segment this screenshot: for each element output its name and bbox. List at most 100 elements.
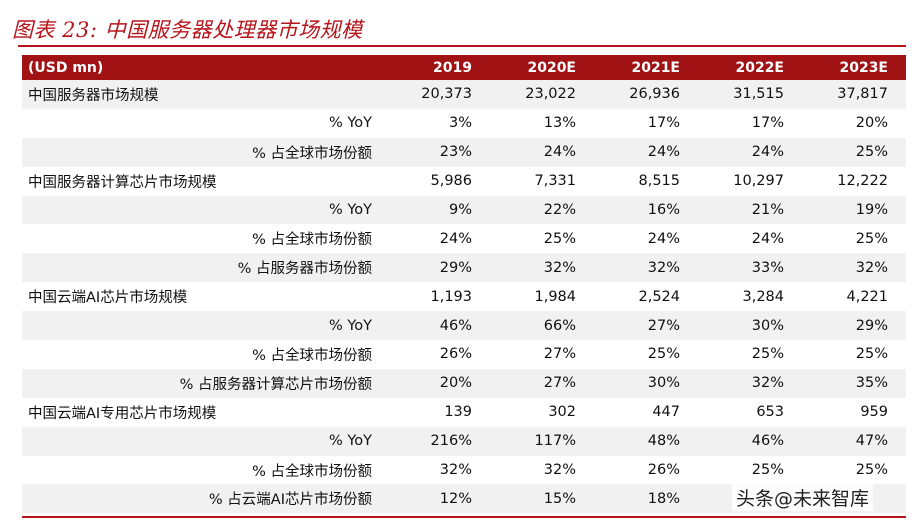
table-cell: 8,515 xyxy=(638,173,680,190)
table-cell: 216% xyxy=(386,426,490,456)
table-row-sub: % YoY 46% 66% 27% 30% 29% xyxy=(22,311,906,341)
table-cell: 24% xyxy=(439,230,472,247)
table-cell: 24% xyxy=(594,137,698,167)
table-cell: 30% xyxy=(594,368,698,398)
table-row-sub: % 占全球市场份额 26% 27% 25% 25% 25% xyxy=(22,340,906,369)
table-cell: 4,221 xyxy=(846,288,888,305)
table-cell: 27% xyxy=(594,311,698,341)
table-row-sub: % 占服务器市场份额 29% 32% 32% 33% 32% xyxy=(22,253,906,283)
table-cell: 18% xyxy=(594,484,698,514)
table-row-metric: 中国服务器市场规模 20,373 23,022 26,936 31,515 37,817 xyxy=(22,80,906,109)
table-cell: 27% xyxy=(543,346,576,363)
table-cell: 3% xyxy=(448,115,472,132)
table-cell: 26% xyxy=(647,462,680,479)
market-size-table: (USD mn) 2019 2020E 2021E 2022E 2023E 中国… xyxy=(22,55,906,514)
table-cell: 35% xyxy=(802,368,906,398)
table-cell: 48% xyxy=(594,426,698,456)
header-year: 2022E xyxy=(698,55,802,80)
table-cell: 22% xyxy=(490,195,594,225)
bottom-rule xyxy=(22,516,906,518)
table-row-sub: % YoY 216% 117% 48% 46% 47% xyxy=(22,426,906,456)
table-cell: 12% xyxy=(386,484,490,514)
table-cell: 17% xyxy=(647,115,680,132)
table-cell: 26% xyxy=(439,346,472,363)
row-label: % 占全球市场份额 xyxy=(22,137,386,167)
table-row-metric: 中国云端AI专用芯片市场规模 139 302 447 653 959 xyxy=(22,398,906,427)
table-cell: 9% xyxy=(386,195,490,225)
table-row-metric: 中国服务器计算芯片市场规模 5,986 7,331 8,515 10,297 12,222 xyxy=(22,167,906,196)
table-cell: 23% xyxy=(386,137,490,167)
table-cell: 302 xyxy=(548,404,576,421)
watermark: 头条@未来智库 xyxy=(732,484,874,511)
table-cell: 5,986 xyxy=(430,173,472,190)
header-year: 2021E xyxy=(594,55,698,80)
table-cell: 1,193 xyxy=(430,288,472,305)
table-row-sub: % 占全球市场份额 32% 32% 26% 25% 25% xyxy=(22,456,906,485)
table-cell: 32% xyxy=(439,462,472,479)
table-cell: 959 xyxy=(860,404,888,421)
header-unit: (USD mn) xyxy=(22,55,386,80)
table-cell: 117% xyxy=(490,426,594,456)
table-cell: 31,515 xyxy=(698,80,802,109)
table-cell: 25% xyxy=(855,346,888,363)
row-label: % YoY xyxy=(22,195,386,225)
row-label: 中国服务器市场规模 xyxy=(22,80,386,109)
table-cell: 66% xyxy=(490,311,594,341)
table-cell: 25% xyxy=(751,462,784,479)
table-cell: 20,373 xyxy=(386,80,490,109)
table-cell: 20% xyxy=(855,115,888,132)
table-cell: 32% xyxy=(490,253,594,283)
table-cell: 17% xyxy=(751,115,784,132)
title-rule xyxy=(18,45,906,47)
table-cell: 24% xyxy=(490,137,594,167)
table-cell: 33% xyxy=(698,253,802,283)
row-label: % 占全球市场份额 xyxy=(252,463,372,480)
table-cell: 46% xyxy=(386,311,490,341)
row-label: % 占全球市场份额 xyxy=(252,347,372,364)
table-cell: 30% xyxy=(698,311,802,341)
table-cell: 15% xyxy=(490,484,594,514)
figure-title: 图表 23: 中国服务器处理器市场规模 xyxy=(12,18,363,42)
table-cell: 37,817 xyxy=(802,80,906,109)
table-cell: 24% xyxy=(698,137,802,167)
table-cell: 13% xyxy=(543,115,576,132)
table-row-sub: % 占服务器计算芯片市场份额 20% 27% 30% 32% 35% xyxy=(22,368,906,398)
table-cell: 25% xyxy=(751,346,784,363)
row-label: % YoY xyxy=(22,426,386,456)
row-label: 中国服务器计算芯片市场规模 xyxy=(28,174,217,191)
table-cell: 32% xyxy=(594,253,698,283)
table-row-sub: % YoY 3% 13% 17% 17% 20% xyxy=(22,109,906,138)
row-label: % 占云端AI芯片市场份额 xyxy=(22,484,386,514)
row-label: % 占服务器市场份额 xyxy=(22,253,386,283)
table-cell: 653 xyxy=(756,404,784,421)
row-label: 中国云端AI芯片市场规模 xyxy=(28,290,188,307)
table-cell: 32% xyxy=(802,253,906,283)
table-cell: 1,984 xyxy=(534,288,576,305)
row-label: 中国云端AI专用芯片市场规模 xyxy=(28,405,217,422)
table-cell: 19% xyxy=(802,195,906,225)
table-cell: 27% xyxy=(490,368,594,398)
table-cell: 25% xyxy=(802,137,906,167)
table-cell: 3,284 xyxy=(742,288,784,305)
table-cell: 47% xyxy=(802,426,906,456)
row-label: % YoY xyxy=(328,115,372,132)
table-row-metric: 中国云端AI芯片市场规模 1,193 1,984 2,524 3,284 4,221 xyxy=(22,282,906,311)
table-cell: 25% xyxy=(855,462,888,479)
table-cell: 26,936 xyxy=(594,80,698,109)
table-row-sub: % 占全球市场份额 24% 25% 24% 24% 25% xyxy=(22,224,906,253)
header-year: 2019 xyxy=(386,55,490,80)
table-cell: 32% xyxy=(698,368,802,398)
table-cell: 24% xyxy=(647,230,680,247)
table-cell: 25% xyxy=(647,346,680,363)
header-year: 2020E xyxy=(490,55,594,80)
table-cell: 12,222 xyxy=(837,173,888,190)
row-label: % YoY xyxy=(22,311,386,341)
table-cell: 32% xyxy=(543,462,576,479)
table-row-sub: % 占全球市场份额 23% 24% 24% 24% 25% xyxy=(22,137,906,167)
table-cell: 46% xyxy=(698,426,802,456)
table-cell: 24% xyxy=(751,230,784,247)
table-body: 中国服务器市场规模 20,373 23,022 26,936 31,515 37,817%… xyxy=(22,80,906,514)
table-cell: 25% xyxy=(543,230,576,247)
table-cell: 16% xyxy=(594,195,698,225)
table-header-row: (USD mn) 2019 2020E 2021E 2022E 2023E xyxy=(22,55,906,80)
